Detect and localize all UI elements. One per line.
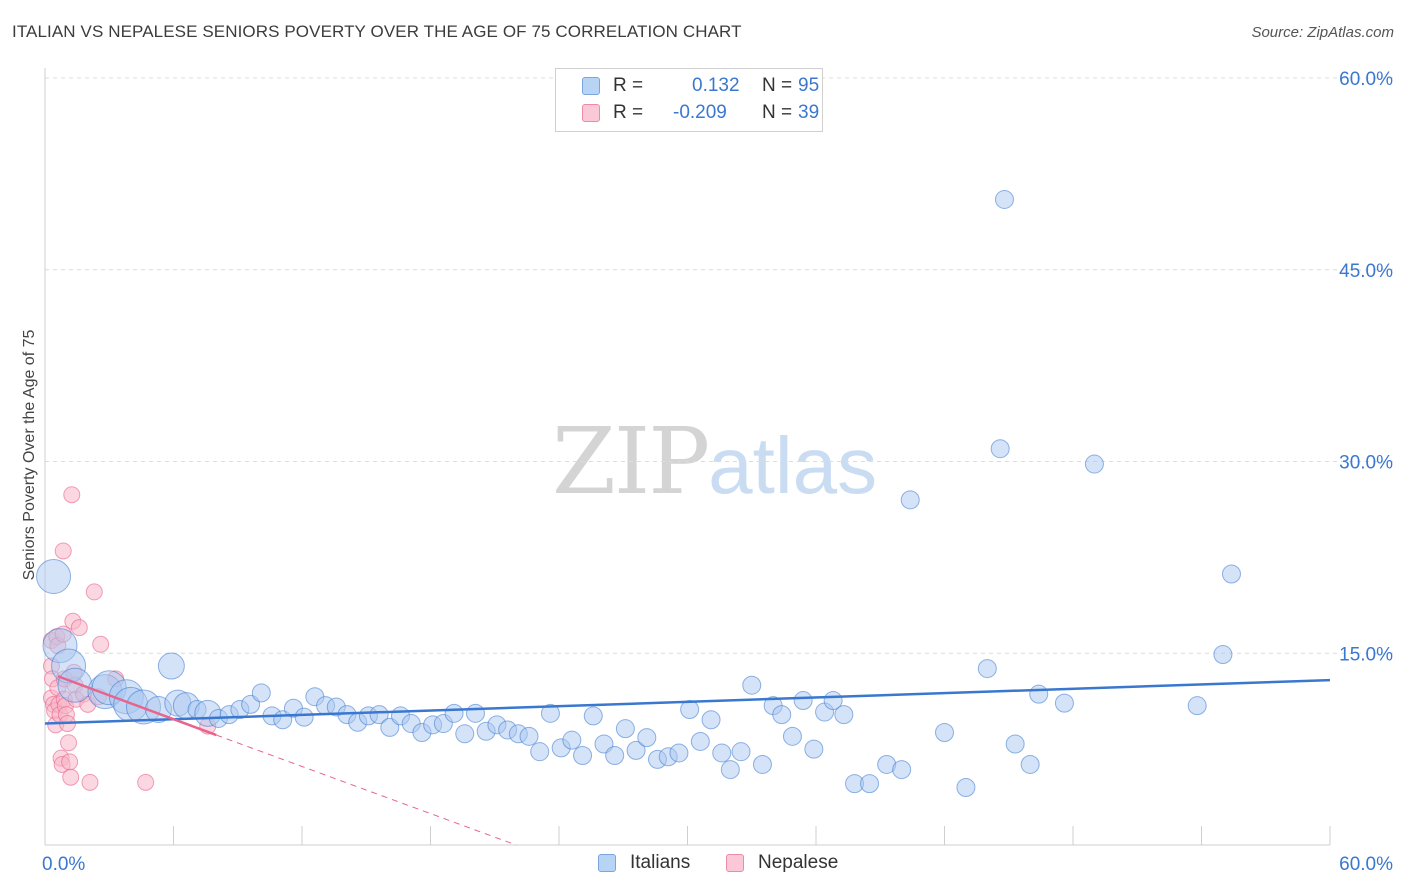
legend-r-label: R = xyxy=(613,75,644,96)
italians-point xyxy=(977,659,997,679)
italians-point xyxy=(369,705,389,725)
italians-point xyxy=(540,703,560,723)
italians-point xyxy=(731,742,751,762)
italians-point xyxy=(772,705,792,725)
italians-point xyxy=(615,719,635,739)
italians-point xyxy=(701,710,721,730)
legend-r-value: 0.132 xyxy=(692,75,740,96)
italians-point xyxy=(57,667,93,703)
italians-point xyxy=(712,743,732,763)
italians-point xyxy=(36,559,72,595)
italians-point xyxy=(994,189,1014,209)
italians-point xyxy=(935,723,954,743)
nepalese-point xyxy=(85,583,103,601)
italians-point xyxy=(720,760,740,780)
x-tick-labels: 0.0% 60.0% xyxy=(42,854,1393,875)
legend-n-label: N = xyxy=(762,102,793,123)
italians-swatch xyxy=(582,77,600,95)
italians-point xyxy=(1005,734,1025,754)
y-tick-label: 45.0% xyxy=(1339,261,1393,282)
italians-point xyxy=(1029,684,1049,704)
chart-title: ITALIAN VS NEPALESE SENIORS POVERTY OVER… xyxy=(12,22,742,41)
nepalese-point xyxy=(81,773,99,791)
italians-point xyxy=(637,728,657,748)
nepalese-swatch xyxy=(726,854,744,872)
nepalese-label: Nepalese xyxy=(758,852,839,873)
nepalese-trend-line xyxy=(57,675,217,737)
y-axis-label: Seniors Poverty Over the Age of 75 xyxy=(21,329,38,581)
italians-point xyxy=(834,705,854,725)
italians-point xyxy=(892,760,912,780)
italians-point xyxy=(1213,645,1233,665)
nepalese-point xyxy=(92,635,110,653)
italians-point xyxy=(782,726,802,746)
nepalese-point xyxy=(54,542,72,560)
y-tick-label: 30.0% xyxy=(1339,453,1393,474)
italians-point xyxy=(1054,693,1074,713)
italians-point xyxy=(573,746,593,766)
nepalese-point xyxy=(63,486,81,504)
italians-point xyxy=(900,490,920,510)
italians-point xyxy=(690,731,710,751)
nepalese-point xyxy=(60,734,78,752)
nepalese-point xyxy=(70,619,88,637)
y-tick-labels: 15.0% 30.0% 45.0% 60.0% xyxy=(1339,69,1393,665)
italians-point xyxy=(294,707,314,727)
italians-point xyxy=(860,774,880,794)
legend-n-value: 95 xyxy=(798,75,820,96)
italians-point xyxy=(251,683,271,703)
watermark: ZIPatlas xyxy=(552,408,877,515)
trend-lines xyxy=(44,675,1331,846)
italians-point xyxy=(562,730,582,750)
italians-trend-line xyxy=(44,678,1331,725)
stats-legend: R = 0.132 N = 95 R = -0.209 N = 39 xyxy=(555,68,823,132)
nepalese-trend-extension xyxy=(216,734,517,846)
x-tick-label: 0.0% xyxy=(42,854,85,875)
watermark-atlas: atlas xyxy=(708,421,878,510)
y-tick-label: 60.0% xyxy=(1339,69,1393,90)
nepalese-point xyxy=(61,753,79,771)
italians-point xyxy=(804,739,824,759)
italians-point xyxy=(742,675,762,695)
italians-point xyxy=(956,777,976,797)
gridlines xyxy=(45,77,1394,654)
italians-point xyxy=(519,726,539,746)
italians-point xyxy=(1221,564,1241,584)
italians-swatch xyxy=(598,854,616,872)
italians-point xyxy=(530,742,550,762)
italians-point xyxy=(752,754,772,774)
italians-point xyxy=(626,740,646,760)
italians-label: Italians xyxy=(630,852,691,873)
italians-point xyxy=(1020,754,1040,774)
axes xyxy=(44,68,1331,846)
italians-point xyxy=(1187,696,1207,716)
italians-point xyxy=(680,699,700,719)
italians-series xyxy=(36,189,1241,797)
nepalese-swatch xyxy=(582,104,600,122)
italians-point xyxy=(465,703,485,723)
italians-point xyxy=(990,439,1010,459)
nepalese-point xyxy=(137,773,155,791)
italians-point xyxy=(157,652,185,680)
italians-point xyxy=(793,691,813,711)
legend-n-value: 39 xyxy=(798,102,820,123)
nepalese-point xyxy=(62,768,80,786)
legend-n-label: N = xyxy=(762,75,793,96)
chart-source: Source: ZipAtlas.com xyxy=(1251,24,1394,41)
italians-point xyxy=(583,706,603,726)
y-tick-label: 15.0% xyxy=(1339,644,1393,665)
italians-point xyxy=(605,746,625,766)
italians-point xyxy=(1084,454,1104,474)
legend-r-value: -0.209 xyxy=(673,102,727,123)
italians-point xyxy=(444,703,464,723)
legend-r-label: R = xyxy=(613,102,644,123)
italians-point xyxy=(669,743,689,763)
italians-point xyxy=(455,724,475,744)
x-tick-label: 60.0% xyxy=(1339,854,1393,875)
